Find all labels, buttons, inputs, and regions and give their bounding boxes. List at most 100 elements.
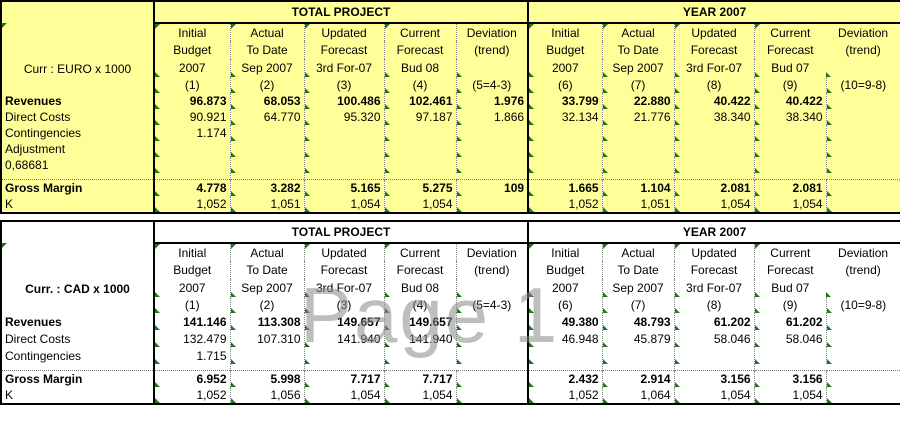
currency-label: Curr. : CAD x 1000 xyxy=(25,282,130,296)
table-cell: 21.776 xyxy=(601,109,675,125)
column-number: (4) xyxy=(383,77,456,93)
table-cell: 64.770 xyxy=(229,109,304,125)
column-header: Forecast xyxy=(673,41,755,59)
currency-cell: Curr. : CAD x 1000 xyxy=(1,243,155,297)
table-cell: 1,052 xyxy=(527,195,603,213)
column-header: Updated xyxy=(303,23,384,41)
table-cell: 1.715 xyxy=(153,347,230,364)
column-header: Bud 07 xyxy=(753,279,827,297)
table-cell xyxy=(383,125,456,141)
table-cell xyxy=(455,330,530,347)
table-cell xyxy=(673,125,755,141)
column-number: (2) xyxy=(229,77,304,93)
row-label: Revenues xyxy=(1,93,155,109)
column-header: 3rd For-07 xyxy=(673,59,755,77)
table-cell: 5.275 xyxy=(383,178,456,196)
column-header: Current xyxy=(753,243,827,261)
table-cell xyxy=(825,93,900,109)
column-number: (1) xyxy=(153,77,230,93)
table-cell xyxy=(455,369,530,387)
row-label: Contingencies xyxy=(1,125,155,141)
column-header: 3rd For-07 xyxy=(303,279,384,297)
table-cell xyxy=(383,347,456,364)
corner-cell xyxy=(1,1,155,23)
table-cell: 1,054 xyxy=(753,387,827,404)
row-label: Direct Costs xyxy=(1,109,155,125)
spacer-cell xyxy=(383,364,456,370)
spacer-cell xyxy=(601,173,675,179)
row-label: Contingencies xyxy=(1,347,155,364)
table-cell: 45.879 xyxy=(601,330,675,347)
column-number: (8) xyxy=(673,77,755,93)
table-cell: 1,054 xyxy=(303,387,384,404)
table-cell: 48.793 xyxy=(601,313,675,330)
table-cell: 38.340 xyxy=(673,109,755,125)
table-cell: 1.104 xyxy=(601,178,675,196)
row-label: K xyxy=(1,387,155,404)
table-cell: 2.914 xyxy=(601,369,675,387)
table-cell xyxy=(455,387,530,404)
row-label: Revenues xyxy=(1,313,155,330)
column-number: (3) xyxy=(303,77,384,93)
table-cell xyxy=(825,347,900,364)
table-cell xyxy=(455,125,530,141)
spacer-cell xyxy=(383,173,456,179)
spacer-cell xyxy=(456,173,530,179)
column-header: Updated xyxy=(673,243,755,261)
column-header: Deviation xyxy=(826,243,900,261)
column-header: Current xyxy=(383,243,456,261)
table-cell xyxy=(303,347,384,364)
table-cell: 5.165 xyxy=(303,178,384,196)
column-header: Budget xyxy=(153,261,230,279)
table-cell: 7.717 xyxy=(383,369,456,387)
column-header: Forecast xyxy=(673,261,755,279)
column-header: 3rd For-07 xyxy=(673,279,755,297)
table-cell: 1,054 xyxy=(673,195,755,213)
table-cell xyxy=(303,125,384,141)
column-header: 2007 xyxy=(527,279,603,297)
column-header: Forecast xyxy=(303,261,384,279)
table-cell xyxy=(455,157,530,173)
table-cell: 1.976 xyxy=(455,93,530,109)
column-header: (trend) xyxy=(826,41,900,59)
column-number: (5=4-3) xyxy=(455,77,530,93)
column-header: Current xyxy=(383,23,456,41)
table-cell: 61.202 xyxy=(673,313,755,330)
table-cell xyxy=(527,347,603,364)
column-number: (6) xyxy=(527,77,603,93)
column-header: (trend) xyxy=(826,261,900,279)
spacer-cell xyxy=(753,364,827,370)
row-label: Adjustment xyxy=(1,141,155,157)
euro-summary-table: TOTAL PROJECT YEAR 2007 Curr : EURO x 1000… xyxy=(0,0,900,214)
column-number: (7) xyxy=(601,77,675,93)
table-cell xyxy=(753,157,827,173)
blank-cell xyxy=(1,297,155,313)
row-label: K xyxy=(1,195,155,213)
table-cell: 1,054 xyxy=(303,195,384,213)
table-cell: 1,051 xyxy=(229,195,304,213)
spacer-cell xyxy=(527,364,603,370)
table-cell: 49.380 xyxy=(527,313,603,330)
column-header: Actual xyxy=(601,23,675,41)
column-number: (2) xyxy=(229,297,304,313)
table-cell: 149.657 xyxy=(383,313,456,330)
table-cell xyxy=(825,125,900,141)
table-cell xyxy=(753,347,827,364)
table-cell: 113.308 xyxy=(229,313,304,330)
row-label: 0,68681 xyxy=(1,157,155,173)
column-header: Forecast xyxy=(753,41,827,59)
table-cell xyxy=(825,313,900,330)
column-number: (10=9-8) xyxy=(825,297,900,313)
column-header: Forecast xyxy=(303,41,384,59)
table-cell: 107.310 xyxy=(229,330,304,347)
column-number: (1) xyxy=(153,297,230,313)
table-cell: 38.340 xyxy=(753,109,827,125)
spacer-cell xyxy=(303,173,384,179)
table-cell: 102.461 xyxy=(383,93,456,109)
table-cell: 1.665 xyxy=(527,178,603,196)
table-cell: 1,052 xyxy=(527,387,603,404)
table-cell xyxy=(455,195,530,213)
column-header: Sep 2007 xyxy=(601,279,675,297)
table-cell xyxy=(825,157,900,173)
table-cell xyxy=(153,157,230,173)
